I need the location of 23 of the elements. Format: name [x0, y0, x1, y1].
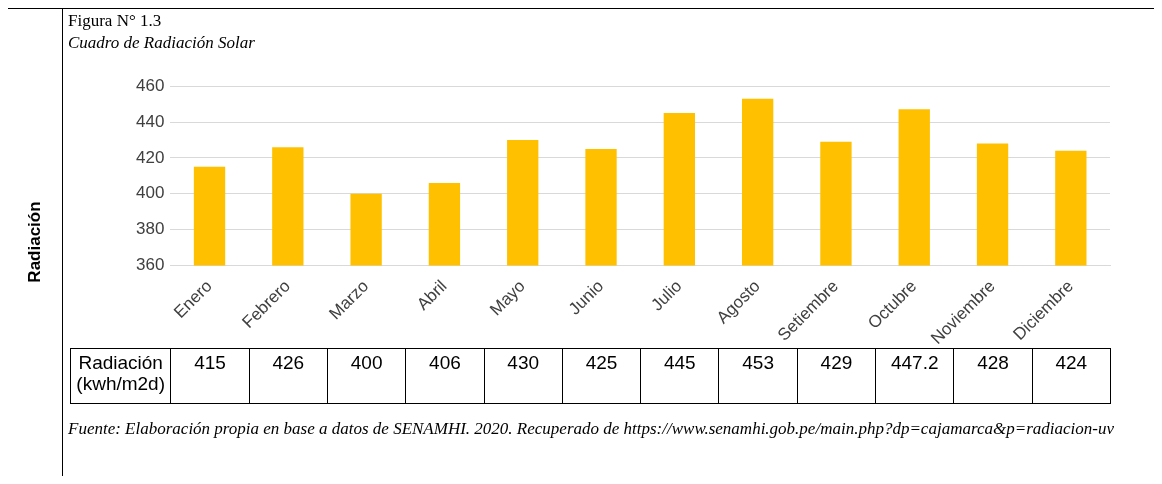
data-label: 428 [953, 348, 1033, 404]
y-tick-label: 400 [135, 183, 165, 203]
data-label: 425 [561, 348, 642, 404]
data-label: 424 [1031, 348, 1111, 404]
data-label: 415 [170, 348, 250, 404]
data-label: 447.2 [875, 348, 955, 404]
data-label: 445 [640, 348, 720, 404]
source-note: Fuente: Elaboración propia en base a datos de SENAMHI. 2020. Recuperado de https://www.senamhi.gob.pe/main.php?dp=cajamarca&p=radiacion-uv [68, 418, 1115, 440]
y-tick-label: 440 [135, 111, 165, 131]
chart-title: Figura N° 1.3 [68, 11, 162, 31]
y-tick-label: 460 [135, 75, 165, 95]
text: Radiación (kwh/m2d) [70, 348, 172, 404]
data-label: 430 [483, 348, 563, 404]
data-label: 400 [326, 348, 407, 404]
data-label: 453 [718, 348, 798, 404]
data-label: 426 [248, 348, 328, 404]
text: Radiación [25, 201, 45, 283]
data-label: 429 [796, 348, 877, 404]
y-tick-label: 420 [135, 147, 165, 167]
data-label: 406 [405, 348, 485, 404]
y-tick-label: 360 [135, 255, 165, 275]
chart-subtitle: Cuadro de Radiación Solar [68, 33, 255, 53]
y-tick-label: 380 [135, 219, 165, 239]
